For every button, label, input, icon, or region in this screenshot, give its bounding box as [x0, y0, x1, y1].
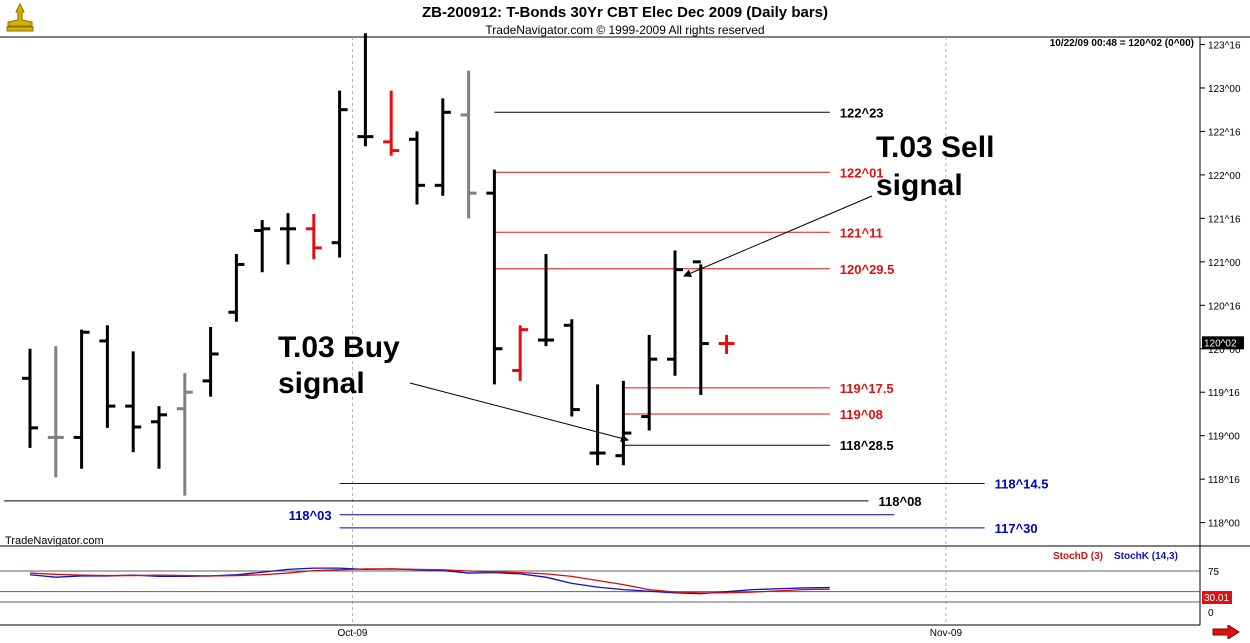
stoch-k-line — [29, 567, 830, 595]
ohlc-bar — [512, 325, 529, 381]
level-label: 119^17.5 — [840, 381, 894, 396]
level-label: 122^23 — [840, 105, 884, 120]
y-tick-label: 119^16 — [1208, 388, 1240, 399]
ohlc-bar — [305, 214, 322, 260]
last-price-label: 120^02 — [1204, 338, 1237, 349]
ohlc-bar — [563, 319, 580, 417]
ohlc-bar — [254, 220, 271, 273]
ohlc-bar — [228, 254, 245, 322]
y-tick-label: 122^00 — [1208, 171, 1241, 182]
y-tick-label: 118^00 — [1208, 519, 1240, 530]
ohlc-bar — [589, 384, 606, 466]
ohlc-bar — [47, 346, 64, 478]
x-tick-label: Nov-09 — [930, 628, 963, 639]
level-label: 122^01 — [840, 165, 884, 180]
sell-signal-text: signal — [876, 169, 963, 202]
stoch-last-box — [1202, 591, 1232, 604]
y-tick-label: 121^00 — [1208, 258, 1241, 269]
y-tick-label: 121^16 — [1208, 214, 1241, 225]
last-price-box — [1202, 336, 1244, 350]
level-label: 118^03 — [289, 508, 332, 523]
y-tick-label: 120^00 — [1208, 345, 1241, 356]
ohlc-bar — [176, 373, 193, 496]
stoch-last-label: 30.01 — [1204, 593, 1229, 604]
y-tick-label: 123^16 — [1208, 41, 1241, 52]
ohlc-bar — [357, 33, 374, 147]
ohlc-bar — [692, 260, 709, 395]
level-label: 117^30 — [995, 521, 1038, 536]
ohlc-bar — [202, 327, 219, 397]
stoch-tick-label: 0 — [1208, 608, 1214, 619]
ohlc-bar — [280, 213, 296, 265]
ohlc-bar — [73, 329, 90, 469]
level-label: 120^29.5 — [840, 262, 895, 277]
buy-signal-text: T.03 Buy — [278, 331, 400, 364]
ohlc-bar — [383, 90, 400, 156]
level-label: 118^28.5 — [840, 438, 894, 453]
level-label: 119^08 — [840, 407, 883, 422]
sell-signal-text: T.03 Sell — [876, 131, 994, 164]
ohlc-bar — [151, 406, 167, 469]
ohlc-bar — [99, 325, 116, 428]
ohlc-bar — [641, 334, 658, 431]
ohlc-bar — [331, 90, 348, 258]
ohlc-bar — [409, 131, 425, 205]
ohlc-bar — [667, 250, 683, 376]
stoch-d-line — [29, 568, 830, 594]
title-bar: ZB-200912: T-Bonds 30Yr CBT Elec Dec 200… — [0, 0, 1250, 37]
y-tick-label: 123^00 — [1208, 84, 1241, 95]
level-label: 118^14.5 — [995, 476, 1049, 491]
stoch-tick-label: 75 — [1208, 567, 1220, 578]
chart-title: ZB-200912: T-Bonds 30Yr CBT Elec Dec 200… — [422, 4, 828, 21]
ohlc-bar — [460, 70, 477, 219]
scroll-right-arrow-icon[interactable] — [1212, 625, 1240, 639]
ohlc-bar — [486, 169, 503, 385]
ohlc-bar — [125, 351, 142, 453]
buy-signal-text: signal — [278, 367, 365, 400]
timestamp-readout: 10/22/09 00:48 = 120^02 (0^00) — [1049, 38, 1194, 49]
stoch-legend-d: StochD (3) — [1053, 551, 1103, 562]
level-label: 118^08 — [879, 494, 922, 509]
y-tick-label: 120^16 — [1208, 301, 1241, 312]
stoch-legend-k: StochK (14,3) — [1114, 551, 1178, 562]
ohlc-bar — [22, 348, 38, 448]
sell-signal-arrow — [683, 195, 873, 277]
watermark: TradeNavigator.com — [5, 535, 104, 547]
ohlc-bar — [538, 254, 554, 347]
trade-navigator-logo-icon — [6, 2, 34, 32]
y-tick-label: 118^16 — [1208, 475, 1240, 486]
ohlc-bar — [615, 380, 632, 466]
ohlc-bar — [718, 334, 735, 354]
level-label: 121^11 — [840, 225, 883, 240]
buy-signal-arrow — [409, 382, 629, 443]
x-tick-label: Oct-09 — [337, 628, 367, 639]
chart-subtitle: TradeNavigator.com © 1999-2009 All right… — [485, 23, 765, 37]
y-tick-label: 122^16 — [1208, 127, 1241, 138]
y-tick-label: 119^00 — [1208, 432, 1240, 443]
ohlc-bar — [434, 98, 451, 196]
